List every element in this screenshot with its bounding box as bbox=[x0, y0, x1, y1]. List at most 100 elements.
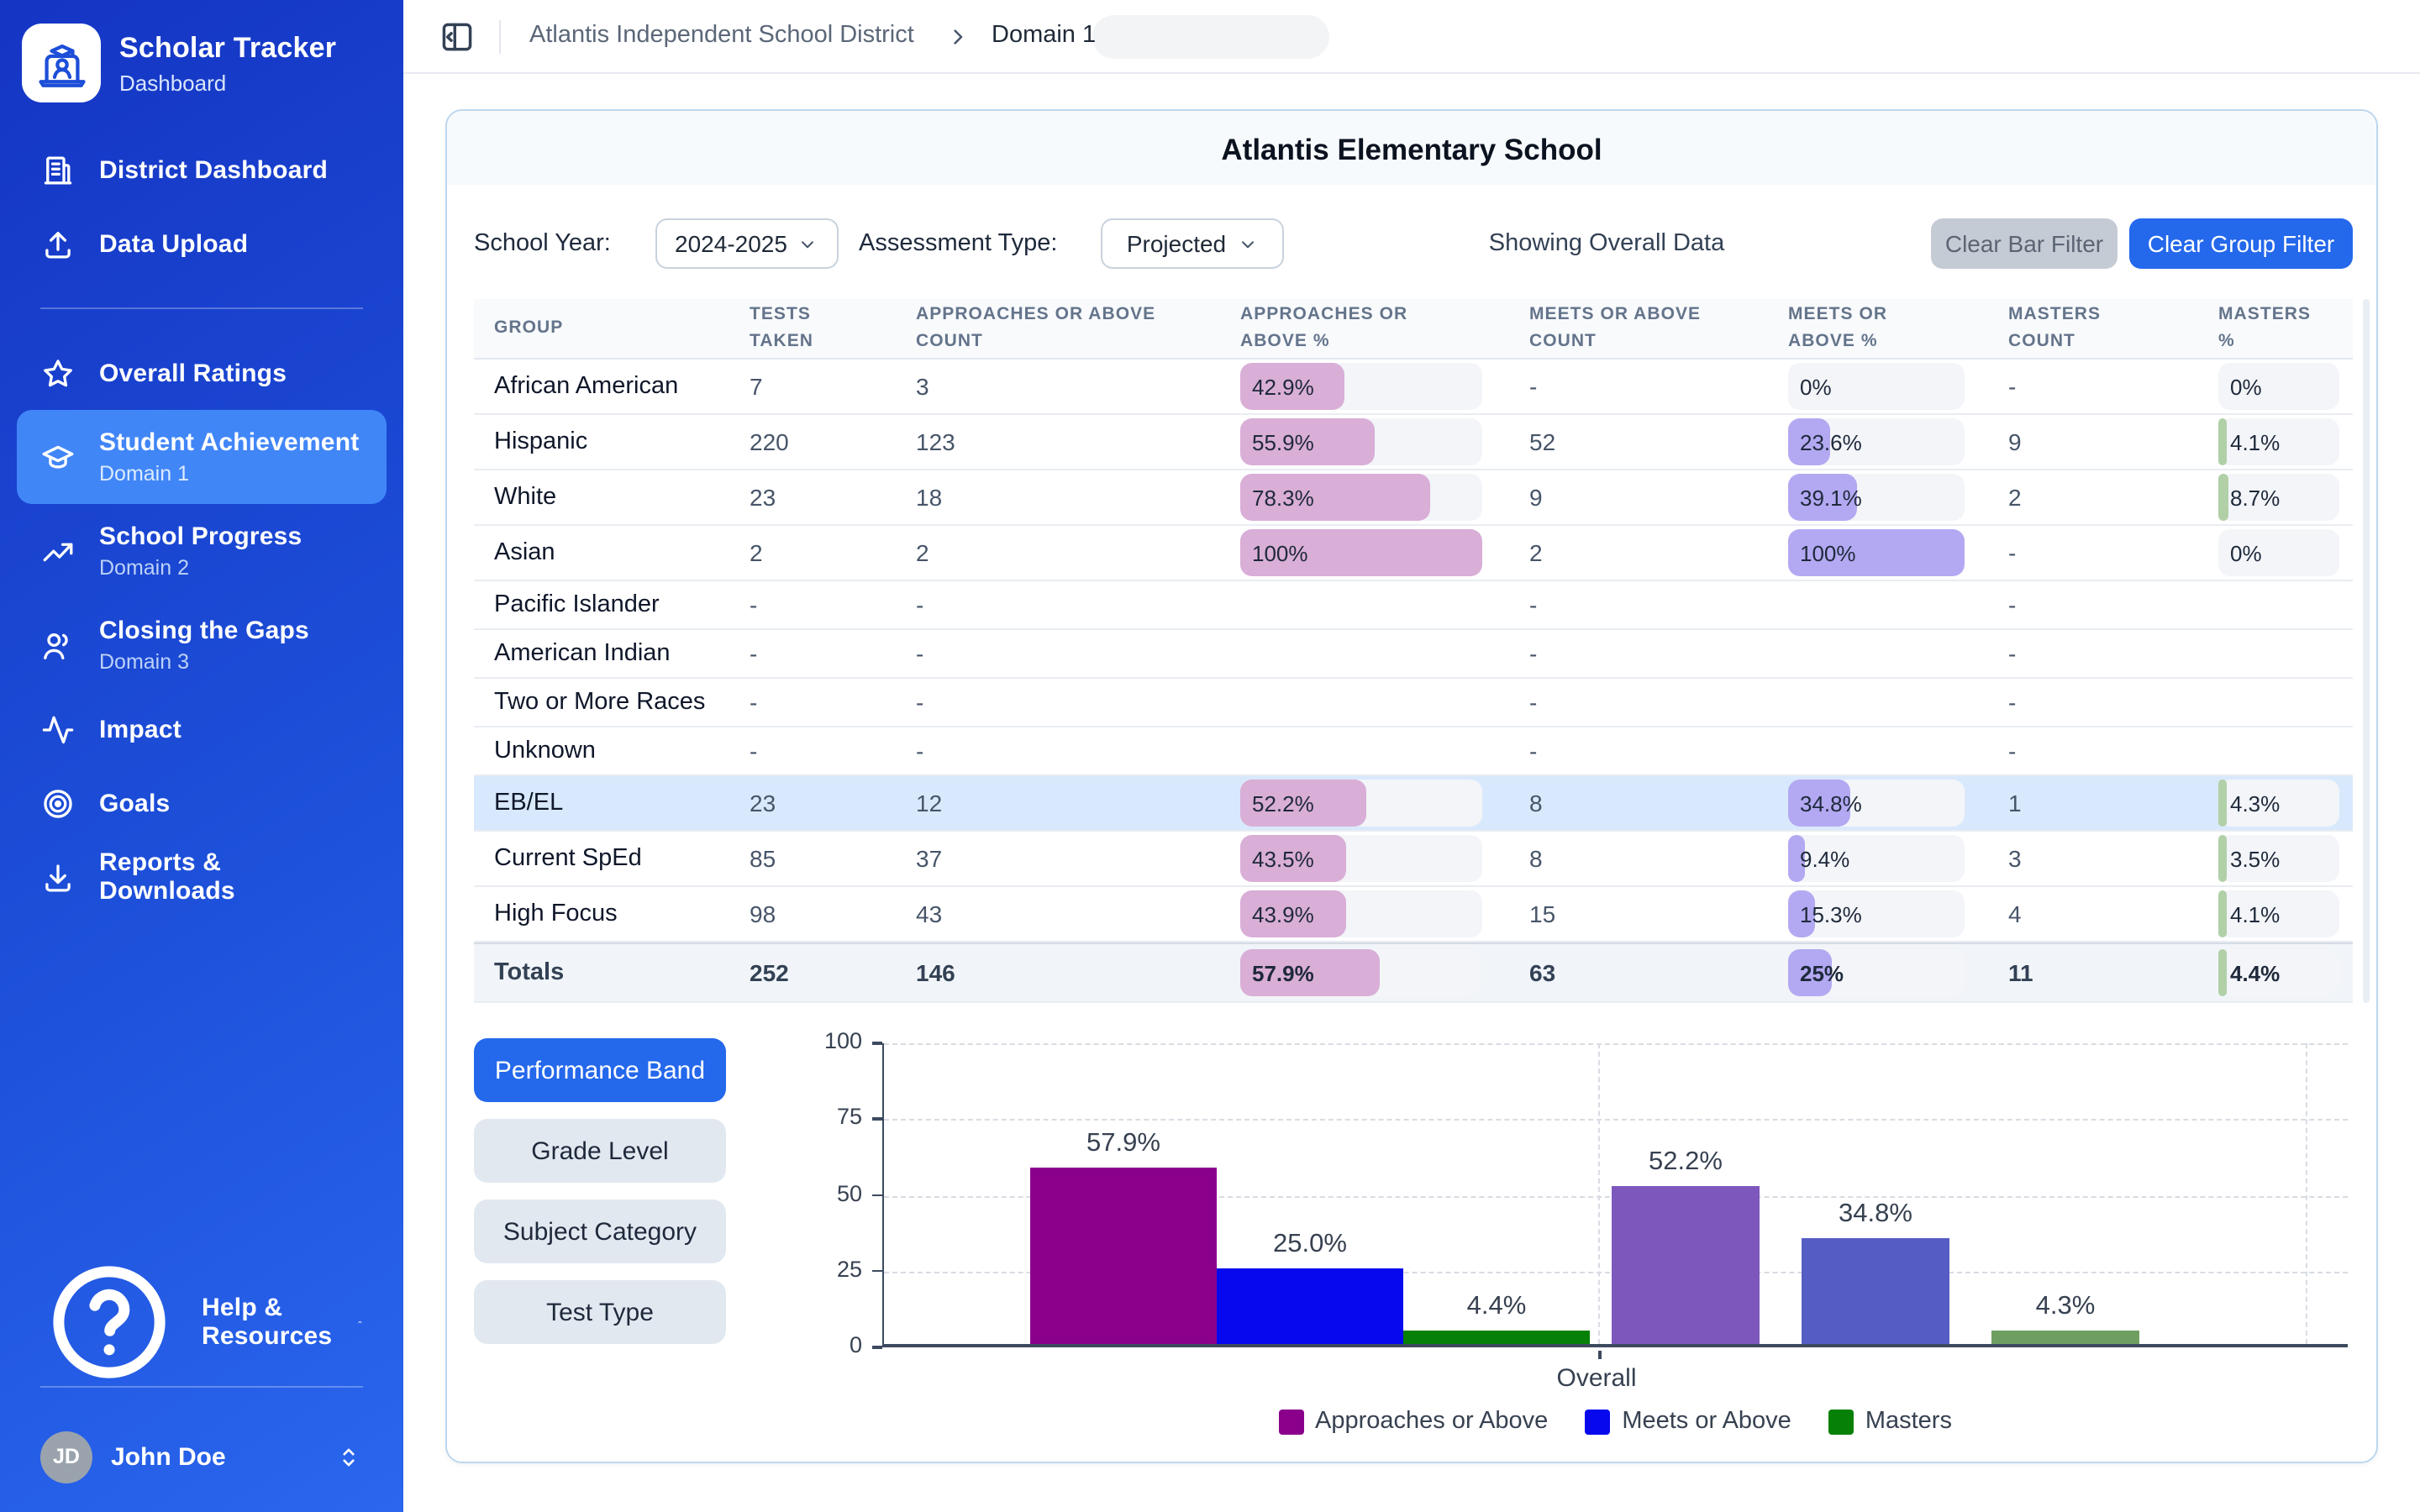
building-icon bbox=[40, 152, 76, 187]
approaches-percent-bar: 52.2% bbox=[1240, 780, 1529, 827]
tests-taken: - bbox=[750, 738, 758, 764]
masters-count: 1 bbox=[2008, 790, 2022, 816]
clear-group-filter-button[interactable]: Clear Group Filter bbox=[2129, 218, 2353, 269]
table-row-pacific-islander[interactable]: Pacific Islander - - - - bbox=[474, 581, 2353, 630]
user-menu[interactable]: JD John Doe bbox=[17, 1415, 387, 1499]
column-header-meets-or-above: Meets or Above % bbox=[1788, 303, 1888, 351]
masters-count: 9 bbox=[2008, 428, 2022, 455]
clear-bar-filter-button[interactable]: Clear Bar Filter bbox=[1931, 218, 2118, 269]
help-circle-icon bbox=[40, 1253, 178, 1391]
table-row-two-or-more-races[interactable]: Two or More Races - - - - bbox=[474, 679, 2353, 727]
meets-count: - bbox=[1529, 591, 1538, 618]
view-button-test-type[interactable]: Test Type bbox=[474, 1280, 726, 1344]
sidebar-item-impact[interactable]: Impact bbox=[17, 692, 387, 766]
masters-percent-bar: 0% bbox=[2218, 363, 2353, 410]
masters-count: 11 bbox=[2008, 959, 2033, 986]
assessment-type-select[interactable]: Projected bbox=[1101, 218, 1284, 269]
column-header-approaches-or-above-count: Approaches or Above Count bbox=[916, 303, 1156, 351]
approaches-percent-bar: 43.5% bbox=[1240, 835, 1529, 882]
approaches-count: 2 bbox=[916, 539, 929, 566]
bar-value-label: 57.9% bbox=[1086, 1129, 1160, 1158]
masters-count: - bbox=[2008, 373, 2017, 400]
y-tick-label: 100 bbox=[823, 1028, 862, 1053]
column-header-group: Group bbox=[494, 317, 564, 338]
chevron-down-icon bbox=[1236, 234, 1258, 255]
group-name: Current SpEd bbox=[494, 845, 642, 872]
y-tick-mark bbox=[872, 1346, 882, 1348]
approaches-percent-bar: 100% bbox=[1240, 529, 1529, 576]
table-row-current-sped[interactable]: Current SpEd 85 37 43.5% 8 9.4% 3 3.5% bbox=[474, 832, 2353, 887]
chart-bar-meets-or-above-overall-totals[interactable] bbox=[1217, 1268, 1403, 1344]
sidebar-item-school-progress[interactable]: School Progress Domain 2 bbox=[17, 504, 387, 598]
table-row-unknown[interactable]: Unknown - - - - bbox=[474, 727, 2353, 776]
table-scrollbar[interactable] bbox=[2363, 299, 2370, 1003]
group-name: American Indian bbox=[494, 640, 671, 667]
sidebar-item-help-resources[interactable]: Help & Resources bbox=[17, 1266, 387, 1378]
tests-taken: 98 bbox=[750, 900, 776, 927]
sidebar-item-reports-downloads[interactable]: Reports & Downloads bbox=[17, 840, 387, 914]
table-row-eb-el[interactable]: EB/EL 23 12 52.2% 8 34.8% 1 4.3% bbox=[474, 776, 2353, 832]
table-row-hispanic[interactable]: Hispanic 220 123 55.9% 52 23.6% 9 4.1% bbox=[474, 415, 2353, 470]
sidebar-item-goals[interactable]: Goals bbox=[17, 766, 387, 840]
star-icon bbox=[40, 355, 76, 391]
chart-bar-masters-overall-totals[interactable] bbox=[1403, 1331, 1590, 1344]
topbar: Atlantis Independent School District Dom… bbox=[403, 0, 2420, 74]
chart-bar-approaches-or-above-overall-totals[interactable] bbox=[1030, 1168, 1217, 1344]
breadcrumb-pill bbox=[1092, 15, 1329, 59]
legend-label: Approaches or Above bbox=[1315, 1408, 1549, 1435]
graduation-cap-icon bbox=[40, 439, 76, 475]
sidebar-collapse-button[interactable] bbox=[439, 18, 476, 55]
bar-value-label: 52.2% bbox=[1649, 1147, 1723, 1176]
y-tick-label: 50 bbox=[836, 1180, 862, 1205]
approaches-count: 123 bbox=[916, 428, 955, 455]
table-row-totals[interactable]: Totals 252 146 57.9% 63 25% 11 4.4% bbox=[474, 942, 2353, 1003]
masters-count: - bbox=[2008, 591, 2017, 618]
approaches-count: - bbox=[916, 738, 924, 764]
meets-count: 2 bbox=[1529, 539, 1543, 566]
topbar-divider bbox=[499, 20, 501, 54]
masters-count: - bbox=[2008, 640, 2017, 667]
chart-bar-meets-or-above-selected-group-eb-el[interactable] bbox=[1802, 1238, 1949, 1344]
meets-count: 15 bbox=[1529, 900, 1556, 927]
table-row-asian[interactable]: Asian 2 2 100% 2 100% -0% bbox=[474, 526, 2353, 581]
masters-percent-bar: 4.1% bbox=[2218, 418, 2353, 465]
masters-percent-bar: 4.4% bbox=[2218, 949, 2353, 996]
masters-count: - bbox=[2008, 689, 2017, 716]
y-tick-mark bbox=[872, 1194, 882, 1196]
column-header-tests-taken: Tests Taken bbox=[750, 303, 814, 351]
view-button-subject-category[interactable]: Subject Category bbox=[474, 1200, 726, 1263]
gridline-x-1 bbox=[2306, 1043, 2307, 1344]
sidebar-item-student-achievement[interactable]: Student Achievement Domain 1 bbox=[17, 410, 387, 504]
trending-up-icon bbox=[40, 533, 76, 569]
sidebar-item-district-dashboard[interactable]: District Dashboard bbox=[17, 133, 387, 207]
table-row-white[interactable]: White 23 18 78.3% 9 39.1% 2 8.7% bbox=[474, 470, 2353, 526]
view-button-grade-level[interactable]: Grade Level bbox=[474, 1119, 726, 1183]
breadcrumb-district[interactable]: Atlantis Independent School District bbox=[529, 22, 914, 49]
table-row-american-indian[interactable]: American Indian - - - - bbox=[474, 630, 2353, 679]
chart-legend: Approaches or Above Meets or Above Masters bbox=[882, 1408, 2348, 1435]
sidebar-item-data-upload[interactable]: Data Upload bbox=[17, 207, 387, 281]
school-year-select[interactable]: 2024-2025 bbox=[655, 218, 839, 269]
sidebar-item-closing-the-gaps[interactable]: Closing the Gaps Domain 3 bbox=[17, 598, 387, 692]
breadcrumb-domain[interactable]: Domain 1 bbox=[992, 22, 1097, 49]
group-name: Pacific Islander bbox=[494, 591, 660, 618]
chart-bar-approaches-or-above-selected-group-eb-el[interactable] bbox=[1612, 1185, 1760, 1344]
view-button-performance-band[interactable]: Performance Band bbox=[474, 1038, 726, 1102]
sidebar: Scholar Tracker Dashboard District Dashb… bbox=[0, 0, 403, 1512]
meets-percent-bar: 100% bbox=[1788, 529, 2008, 576]
legend-swatch bbox=[1585, 1409, 1611, 1434]
sidebar-item-overall-ratings[interactable]: Overall Ratings bbox=[17, 336, 387, 410]
table-row-african-american[interactable]: African American 7 3 42.9% -0% -0% bbox=[474, 360, 2353, 415]
sidebar-item-label: Data Upload bbox=[99, 229, 249, 258]
meets-count: - bbox=[1529, 689, 1538, 716]
legend-item-masters: Masters bbox=[1828, 1408, 1952, 1435]
approaches-percent-bar: 43.9% bbox=[1240, 890, 1529, 937]
chart-bar-masters-selected-group-eb-el[interactable] bbox=[1991, 1331, 2139, 1344]
masters-percent-bar: 4.3% bbox=[2218, 780, 2353, 827]
sidebar-divider bbox=[40, 307, 363, 309]
approaches-percent-bar: 55.9% bbox=[1240, 418, 1529, 465]
table-row-high-focus[interactable]: High Focus 98 43 43.9% 15 15.3% 4 4.1% bbox=[474, 887, 2353, 942]
masters-percent-bar: 3.5% bbox=[2218, 835, 2353, 882]
tests-taken: 220 bbox=[750, 428, 789, 455]
target-icon bbox=[40, 785, 76, 821]
